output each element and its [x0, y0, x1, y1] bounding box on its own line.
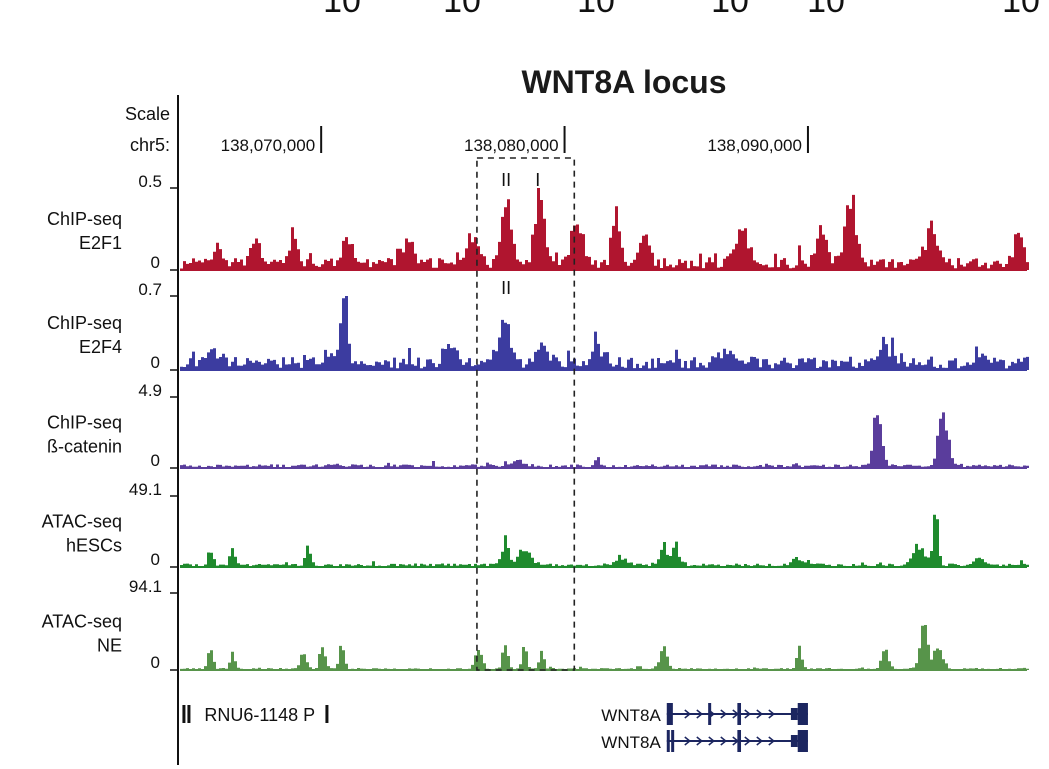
ymin-label: 0 [151, 550, 160, 569]
clipped-exponent-label: 10 [807, 0, 845, 20]
clipped-exponent-label: 10 [323, 0, 361, 20]
signal-tracks: 0.5 0 ChIP-seq E2F1 0.7 0 ChIP-seq E2F4 4.9 0 ChIP… [42, 172, 1029, 672]
strand-arrow [720, 709, 727, 719]
gene-exon [671, 730, 675, 752]
strand-arrow [696, 736, 703, 746]
ymax-label: 0.7 [138, 280, 162, 299]
strand-arrow [696, 709, 703, 719]
coordinate-tick-label: 138,090,000 [707, 136, 802, 155]
ymax-label: 4.9 [138, 381, 162, 400]
track-1: 0.7 0 ChIP-seq E2F4 [47, 280, 1029, 372]
scale-label: Scale [125, 104, 170, 124]
strand-arrow [684, 709, 691, 719]
strand-arrow [720, 736, 727, 746]
clipped-exponent-label: 10 [577, 0, 615, 20]
gene-name: WNT8A [601, 706, 661, 725]
track-label: ChIP-seq [47, 413, 122, 433]
gene-1: WNT8A [601, 703, 808, 725]
track-label: ß-catenin [47, 437, 122, 457]
track-label: E2F1 [79, 233, 122, 253]
gene-2: WNT8A [601, 730, 808, 752]
track-label: E2F4 [79, 337, 122, 357]
ymin-label: 0 [151, 253, 160, 272]
gene-exon [708, 703, 712, 725]
clipped-exponent-label: 10 [711, 0, 749, 20]
gene-exon [797, 730, 808, 752]
track-4: 94.1 0 ATAC-seq NE [42, 577, 1029, 672]
strand-arrow [744, 736, 751, 746]
strand-arrow [768, 709, 775, 719]
ymin-label: 0 [151, 653, 160, 672]
gene-exon [797, 703, 808, 725]
peak-annotation: II [501, 170, 511, 190]
gene-exon [666, 730, 670, 752]
ymax-label: 0.5 [138, 172, 162, 191]
strand-arrow [756, 736, 763, 746]
clipped-exponent-label: 10 [1002, 0, 1040, 20]
gene-0: RNU6-1148 P [182, 705, 329, 725]
ymin-label: 0 [151, 451, 160, 470]
highlight-region [476, 157, 576, 671]
ymax-label: 94.1 [129, 577, 162, 596]
coordinate-tick-label: 138,080,000 [464, 136, 559, 155]
signal-area [180, 412, 1029, 468]
track-label: NE [97, 636, 122, 656]
track-0: 0.5 0 ChIP-seq E2F1 [47, 172, 1029, 272]
gene-exon [325, 705, 329, 723]
coordinate-ticks: 138,070,000 138,080,000 138,090,000 [221, 126, 809, 155]
track-label: ChIP-seq [47, 313, 122, 333]
gene-exon [790, 708, 798, 720]
clipped-axis-exponents: 10 10 10 10 10 10 [323, 0, 1040, 20]
gene-track: RNU6-1148 P WNT8A WNT8A [182, 703, 808, 752]
coordinate-tick-label: 138,070,000 [221, 136, 316, 155]
signal-area [180, 514, 1029, 567]
gene-exon [666, 703, 673, 725]
strand-arrow [744, 709, 751, 719]
track-2: 4.9 0 ChIP-seq ß-catenin [47, 381, 1029, 470]
strand-arrow [684, 736, 691, 746]
track-label: ChIP-seq [47, 209, 122, 229]
ymax-label: 49.1 [129, 480, 162, 499]
gene-exon [737, 730, 742, 752]
track-label: hESCs [66, 536, 122, 556]
signal-area [180, 188, 1029, 270]
strand-arrow [768, 736, 775, 746]
gene-name: WNT8A [601, 733, 661, 752]
gene-exon [737, 703, 742, 725]
signal-area [180, 296, 1029, 370]
ymin-label: 0 [151, 353, 160, 372]
strand-arrow [756, 709, 763, 719]
gene-exon [790, 735, 798, 747]
gene-exon [187, 705, 191, 723]
chromosome-label: chr5: [130, 135, 170, 155]
signal-area [180, 625, 1029, 670]
gene-name: RNU6-1148 P [204, 705, 315, 725]
chart-title: WNT8A locus [521, 64, 726, 100]
peak-annotation: II [501, 278, 511, 298]
peak-annotation: I [535, 170, 540, 190]
strand-arrow [708, 736, 715, 746]
gene-exon [182, 705, 186, 723]
peak-annotations: II III [501, 170, 540, 298]
track-label: ATAC-seq [42, 612, 122, 632]
track-3: 49.1 0 ATAC-seq hESCs [42, 480, 1029, 569]
clipped-exponent-label: 10 [443, 0, 481, 20]
track-label: ATAC-seq [42, 512, 122, 532]
